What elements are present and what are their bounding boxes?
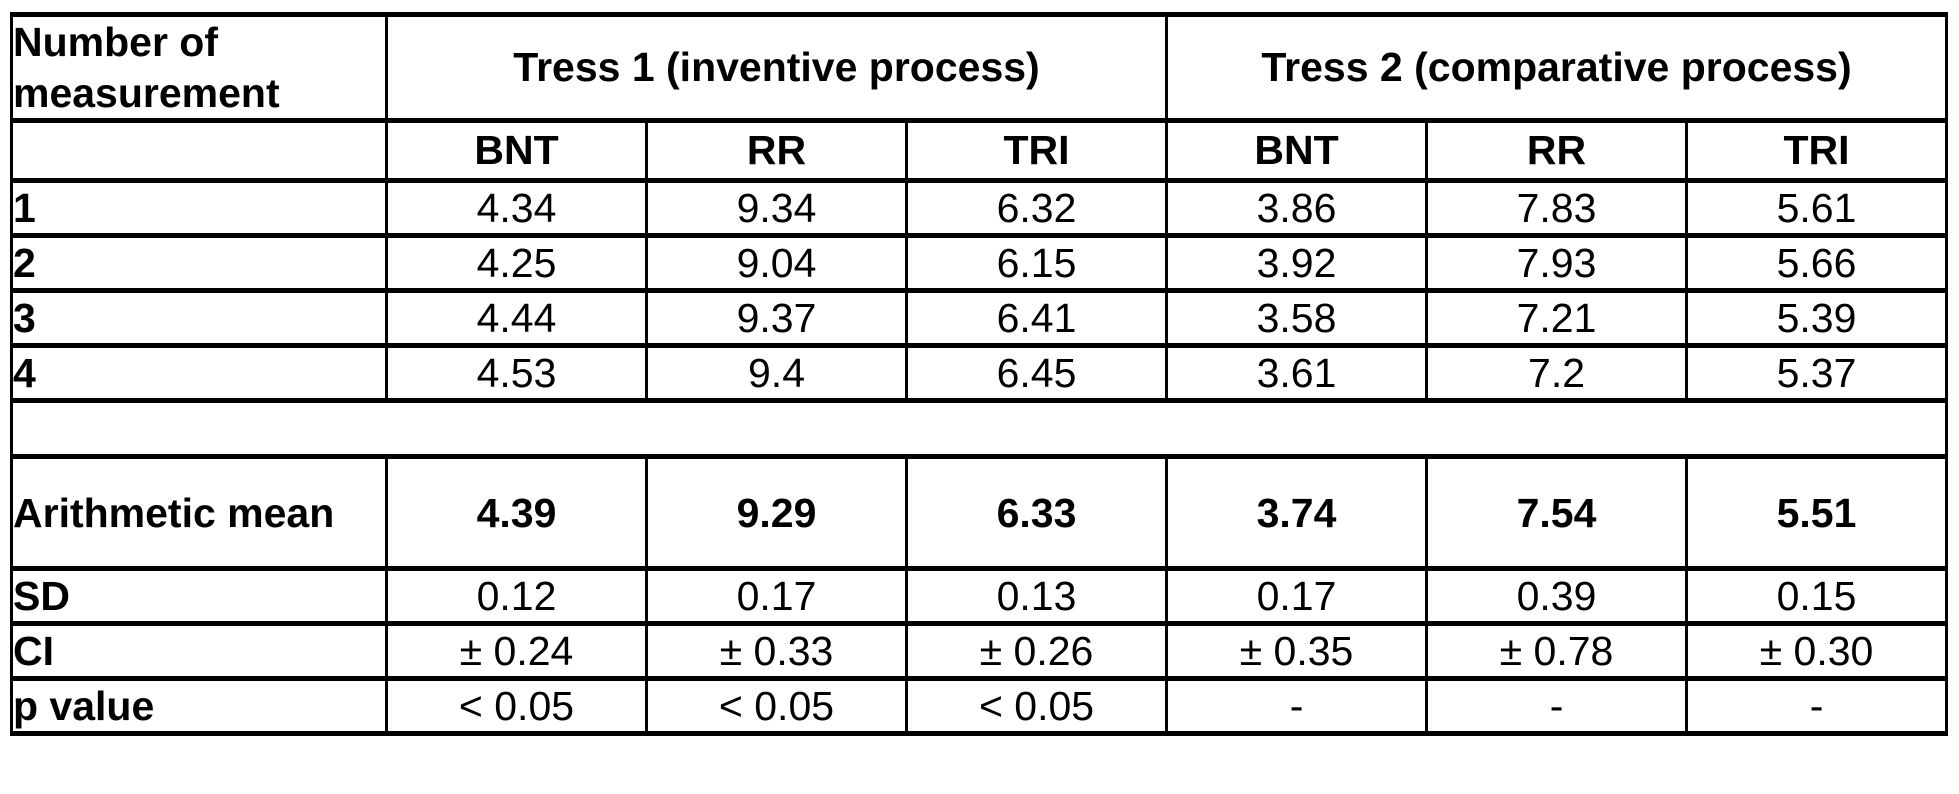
sub-header-tress1-tri: TRI bbox=[904, 118, 1169, 183]
value-cell: 9.4 bbox=[645, 343, 908, 404]
value-cell: ± 0.24 bbox=[385, 621, 648, 682]
value-cell: 4.25 bbox=[385, 233, 648, 294]
value-cell: 0.39 bbox=[1425, 566, 1689, 627]
sub-header-tress1-bnt: BNT bbox=[385, 118, 648, 183]
value-cell: ± 0.30 bbox=[1685, 621, 1949, 682]
row-label: p value bbox=[10, 676, 388, 737]
value-cell: 6.41 bbox=[904, 288, 1169, 349]
spacer-cell bbox=[9, 398, 1949, 460]
sub-header-tress2-rr: RR bbox=[1425, 118, 1689, 183]
table-row-arithmetic-mean: Arithmetic mean 4.39 9.29 6.33 3.74 7.54… bbox=[10, 454, 1949, 572]
value-cell: ± 0.26 bbox=[904, 621, 1169, 682]
sub-header-empty-cell bbox=[10, 118, 388, 183]
value-cell: - bbox=[1425, 676, 1689, 737]
value-cell: 0.17 bbox=[645, 566, 908, 627]
value-cell: 6.15 bbox=[904, 233, 1169, 294]
value-cell: 9.34 bbox=[645, 177, 908, 239]
header-row: Number of measurement Tress 1 (inventive… bbox=[10, 12, 1949, 123]
value-cell: 9.29 bbox=[645, 454, 908, 572]
row-label: 4 bbox=[10, 343, 388, 404]
value-cell: < 0.05 bbox=[645, 676, 908, 737]
spacer-row bbox=[9, 398, 1949, 460]
value-cell: 3.86 bbox=[1165, 177, 1429, 239]
group-header-tress-1: Tress 1 (inventive process) bbox=[384, 12, 1169, 123]
value-cell: 0.17 bbox=[1165, 566, 1429, 627]
table-row-sd: SD 0.12 0.17 0.13 0.17 0.39 0.15 bbox=[10, 566, 1949, 627]
corner-header-cell: Number of measurement bbox=[10, 12, 388, 123]
value-cell: - bbox=[1685, 676, 1949, 737]
row-label: SD bbox=[10, 566, 388, 627]
measurement-table: Number of measurement Tress 1 (inventive… bbox=[9, 12, 1949, 737]
value-cell: 7.93 bbox=[1425, 233, 1689, 294]
table-row-measurement-1: 1 4.34 9.34 6.32 3.86 7.83 5.61 bbox=[10, 177, 1949, 239]
value-cell: 5.66 bbox=[1685, 233, 1949, 294]
value-cell: < 0.05 bbox=[904, 676, 1169, 737]
value-cell: < 0.05 bbox=[385, 676, 648, 737]
value-cell: 5.37 bbox=[1685, 343, 1949, 404]
value-cell: 0.12 bbox=[385, 566, 648, 627]
value-cell: 4.44 bbox=[385, 288, 648, 349]
row-label: Arithmetic mean bbox=[10, 454, 388, 572]
value-cell: 6.32 bbox=[904, 177, 1169, 239]
table-row-measurement-4: 4 4.53 9.4 6.45 3.61 7.2 5.37 bbox=[10, 343, 1949, 404]
value-cell: 4.34 bbox=[385, 177, 648, 239]
value-cell: 9.37 bbox=[645, 288, 908, 349]
table-row-measurement-3: 3 4.44 9.37 6.41 3.58 7.21 5.39 bbox=[10, 288, 1949, 349]
value-cell: 5.61 bbox=[1685, 177, 1949, 239]
value-cell: ± 0.33 bbox=[645, 621, 908, 682]
value-cell: 3.58 bbox=[1165, 288, 1429, 349]
value-cell: 0.13 bbox=[904, 566, 1169, 627]
value-cell: 7.21 bbox=[1425, 288, 1689, 349]
value-cell: 3.61 bbox=[1165, 343, 1429, 404]
row-label: 3 bbox=[10, 288, 388, 349]
row-label: 1 bbox=[10, 177, 388, 239]
value-cell: 4.39 bbox=[385, 454, 648, 572]
value-cell: 5.51 bbox=[1685, 454, 1949, 572]
value-cell: 4.53 bbox=[385, 343, 648, 404]
value-cell: ± 0.35 bbox=[1165, 621, 1429, 682]
sub-header-row: BNT RR TRI BNT RR TRI bbox=[10, 118, 1949, 183]
value-cell: 7.83 bbox=[1425, 177, 1689, 239]
sub-header-tress1-rr: RR bbox=[645, 118, 908, 183]
value-cell: - bbox=[1165, 676, 1429, 737]
value-cell: 3.74 bbox=[1165, 454, 1429, 572]
value-cell: 7.2 bbox=[1425, 343, 1689, 404]
value-cell: 9.04 bbox=[645, 233, 908, 294]
sub-header-tress2-tri: TRI bbox=[1685, 118, 1949, 183]
value-cell: ± 0.78 bbox=[1425, 621, 1689, 682]
table-row-p-value: p value < 0.05 < 0.05 < 0.05 - - - bbox=[10, 676, 1949, 737]
sub-header-tress2-bnt: BNT bbox=[1165, 118, 1429, 183]
value-cell: 7.54 bbox=[1425, 454, 1689, 572]
value-cell: 3.92 bbox=[1165, 233, 1429, 294]
table-row-measurement-2: 2 4.25 9.04 6.15 3.92 7.93 5.66 bbox=[10, 233, 1949, 294]
value-cell: 6.33 bbox=[904, 454, 1169, 572]
group-header-tress-2: Tress 2 (comparative process) bbox=[1165, 12, 1949, 123]
table-row-ci: CI ± 0.24 ± 0.33 ± 0.26 ± 0.35 ± 0.78 ± … bbox=[10, 621, 1949, 682]
document-page: Number of measurement Tress 1 (inventive… bbox=[0, 12, 1959, 794]
row-label: 2 bbox=[10, 233, 388, 294]
value-cell: 5.39 bbox=[1685, 288, 1949, 349]
row-label: CI bbox=[10, 621, 388, 682]
value-cell: 6.45 bbox=[904, 343, 1169, 404]
value-cell: 0.15 bbox=[1685, 566, 1949, 627]
